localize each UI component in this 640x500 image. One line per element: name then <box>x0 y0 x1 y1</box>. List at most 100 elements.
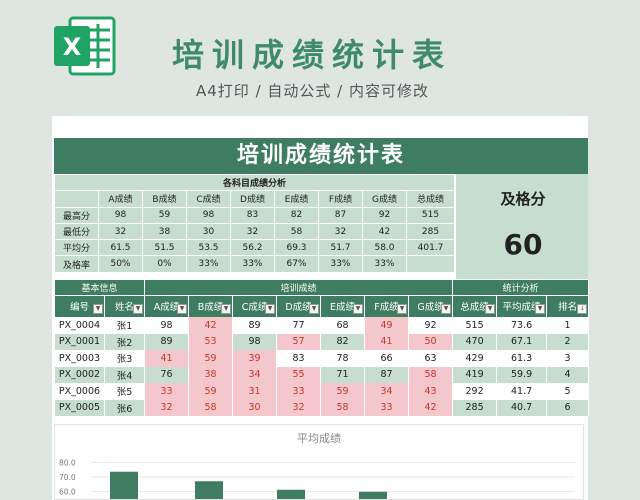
cell-score[interactable]: 68 <box>320 317 366 334</box>
summary-cell[interactable]: 32 <box>230 222 275 241</box>
cell-total[interactable]: 515 <box>452 317 498 334</box>
cell-rank[interactable]: 4 <box>546 366 590 383</box>
col-header-id[interactable]: 编号 ▼ <box>54 295 105 317</box>
cell-score[interactable]: 49 <box>364 317 410 334</box>
cell-score[interactable]: 41 <box>364 333 410 350</box>
cell-id[interactable]: PX_0006 <box>54 383 105 400</box>
col-header-c[interactable]: C成绩 ▼ <box>232 295 278 317</box>
cell-avg[interactable]: 73.6 <box>496 317 548 334</box>
cell-avg[interactable]: 41.7 <box>496 383 548 400</box>
col-header-a[interactable]: A成绩 ▼ <box>144 295 190 317</box>
summary-cell[interactable]: 67% <box>274 255 319 273</box>
cell-score[interactable]: 57 <box>276 333 322 350</box>
cell-name[interactable]: 张2 <box>103 333 146 350</box>
summary-col-header[interactable]: G成绩 <box>362 190 407 208</box>
cell-total[interactable]: 292 <box>452 383 498 400</box>
cell-score[interactable]: 98 <box>232 333 278 350</box>
summary-cell[interactable]: 98 <box>186 206 231 224</box>
cell-avg[interactable]: 61.3 <box>496 350 548 367</box>
pass-score-value[interactable]: 60 <box>503 228 543 261</box>
filter-dropdown-icon[interactable]: ▼ <box>93 304 103 314</box>
summary-row-label[interactable]: 最高分 <box>54 206 99 224</box>
cell-score[interactable]: 32 <box>144 399 190 416</box>
cell-score[interactable]: 83 <box>276 350 322 367</box>
cell-score[interactable]: 66 <box>364 350 410 367</box>
col-header-g[interactable]: G成绩 ▼ <box>408 295 454 317</box>
cell-rank[interactable]: 3 <box>546 350 590 367</box>
col-header-f[interactable]: F成绩 ▼ <box>364 295 410 317</box>
summary-cell[interactable]: 515 <box>405 206 456 224</box>
summary-col-header[interactable]: C成绩 <box>186 190 231 208</box>
summary-col-header[interactable]: 总成绩 <box>405 190 456 208</box>
cell-name[interactable]: 张5 <box>103 383 146 400</box>
cell-id[interactable]: PX_0005 <box>54 399 105 416</box>
cell-avg[interactable]: 40.7 <box>496 399 548 416</box>
summary-cell[interactable]: 38 <box>142 222 187 241</box>
cell-score[interactable]: 89 <box>232 317 278 334</box>
cell-score[interactable]: 71 <box>320 366 366 383</box>
cell-id[interactable]: PX_0001 <box>54 333 105 350</box>
cell-score[interactable]: 42 <box>408 399 454 416</box>
cell-score[interactable]: 50 <box>408 333 454 350</box>
cell-name[interactable]: 张1 <box>103 317 146 334</box>
filter-dropdown-icon[interactable]: ▼ <box>221 304 232 314</box>
col-header-b[interactable]: B成绩 ▼ <box>188 295 234 317</box>
summary-col-header[interactable]: D成绩 <box>230 190 275 208</box>
summary-cell[interactable]: 32 <box>98 222 143 241</box>
cell-name[interactable]: 张6 <box>103 399 146 416</box>
cell-score[interactable]: 42 <box>188 317 234 334</box>
summary-col-header[interactable]: B成绩 <box>142 190 187 208</box>
summary-cell[interactable]: 92 <box>362 206 407 224</box>
summary-cell[interactable]: 42 <box>362 222 407 241</box>
cell-name[interactable]: 张4 <box>103 366 146 383</box>
cell-score[interactable]: 92 <box>408 317 454 334</box>
cell-total[interactable]: 285 <box>452 399 498 416</box>
cell-name[interactable]: 张3 <box>103 350 146 367</box>
cell-score[interactable]: 59 <box>188 383 234 400</box>
cell-avg[interactable]: 59.9 <box>496 366 548 383</box>
cell-score[interactable]: 82 <box>320 333 366 350</box>
summary-cell[interactable]: 33% <box>362 255 407 273</box>
col-header-total[interactable]: 总成绩 ▼ <box>452 295 498 317</box>
filter-dropdown-icon[interactable]: ▼ <box>397 304 408 314</box>
col-header-e[interactable]: E成绩 ▼ <box>320 295 366 317</box>
summary-row-label[interactable]: 平均分 <box>54 239 99 257</box>
cell-score[interactable]: 33 <box>144 383 190 400</box>
summary-cell[interactable]: 50% <box>98 255 143 273</box>
col-header-rank[interactable]: 排名 ↓ <box>546 295 590 317</box>
filter-dropdown-icon[interactable]: ▼ <box>309 304 320 314</box>
cell-id[interactable]: PX_0003 <box>54 350 105 367</box>
summary-col-header[interactable]: F成绩 <box>318 190 363 208</box>
summary-cell[interactable]: 87 <box>318 206 363 224</box>
summary-cell[interactable]: 83 <box>230 206 275 224</box>
filter-dropdown-icon[interactable]: ▼ <box>177 304 188 314</box>
col-header-avg[interactable]: 平均成绩 ▼ <box>496 295 548 317</box>
col-header-d[interactable]: D成绩 ▼ <box>276 295 322 317</box>
cell-score[interactable]: 32 <box>276 399 322 416</box>
filter-dropdown-icon[interactable]: ▼ <box>485 304 496 314</box>
cell-score[interactable]: 38 <box>188 366 234 383</box>
cell-score[interactable]: 39 <box>232 350 278 367</box>
summary-cell[interactable]: 58.0 <box>362 239 407 257</box>
cell-score[interactable]: 34 <box>364 383 410 400</box>
summary-cell[interactable] <box>405 255 456 273</box>
cell-score[interactable]: 34 <box>232 366 278 383</box>
summary-col-header[interactable]: E成绩 <box>274 190 319 208</box>
cell-score[interactable]: 31 <box>232 383 278 400</box>
summary-row-label[interactable]: 及格率 <box>54 255 99 273</box>
filter-dropdown-icon[interactable]: ▼ <box>535 304 546 314</box>
cell-score[interactable]: 58 <box>320 399 366 416</box>
cell-score[interactable]: 53 <box>188 333 234 350</box>
cell-total[interactable]: 429 <box>452 350 498 367</box>
cell-score[interactable]: 87 <box>364 366 410 383</box>
cell-score[interactable]: 30 <box>232 399 278 416</box>
summary-col-header[interactable]: A成绩 <box>98 190 143 208</box>
cell-score[interactable]: 63 <box>408 350 454 367</box>
cell-id[interactable]: PX_0002 <box>54 366 105 383</box>
summary-cell[interactable]: 98 <box>98 206 143 224</box>
cell-avg[interactable]: 67.1 <box>496 333 548 350</box>
filter-dropdown-icon[interactable]: ▼ <box>353 304 364 314</box>
summary-cell[interactable]: 401.7 <box>405 239 456 257</box>
cell-score[interactable]: 58 <box>188 399 234 416</box>
summary-cell[interactable]: 33% <box>186 255 231 273</box>
